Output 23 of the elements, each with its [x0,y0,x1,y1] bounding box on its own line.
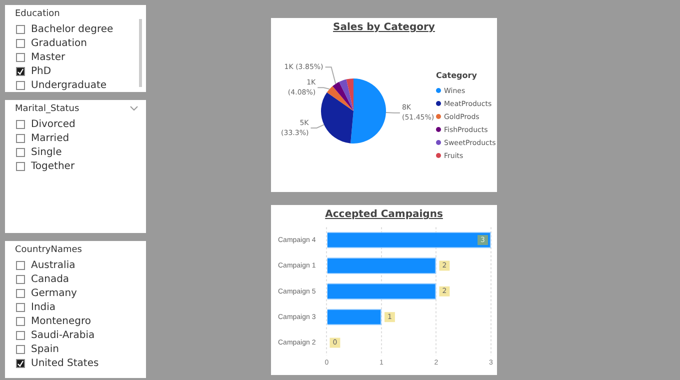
category-label: Germany [31,288,77,298]
category-label: Married [31,132,70,144]
text: Education [15,9,61,19]
text: CountryNames [15,245,83,255]
category-label: Montenegro [31,316,92,326]
category-label: Single [31,146,62,158]
category-label: Graduation [31,38,87,48]
legend-title: Category [436,71,478,80]
category-label: India [31,302,56,312]
category-label: PhD [31,66,52,76]
category-label: Bachelor degree [31,24,114,34]
category-label: Saudi-Arabia [31,330,95,340]
category-label: Undergraduate [31,80,107,90]
text: Marital_Status [15,104,80,114]
category-label: Master [31,52,66,62]
category-label: Spain [31,344,59,354]
chart-title: Accepted Campaigns [324,209,444,220]
chart-title: Sales by Category [332,22,436,33]
category-label: Together [31,160,75,172]
category-label: Canada [31,274,70,284]
category-label: United States [31,358,99,368]
category-label: Australia [31,260,76,270]
category-label: Divorced [31,118,76,130]
